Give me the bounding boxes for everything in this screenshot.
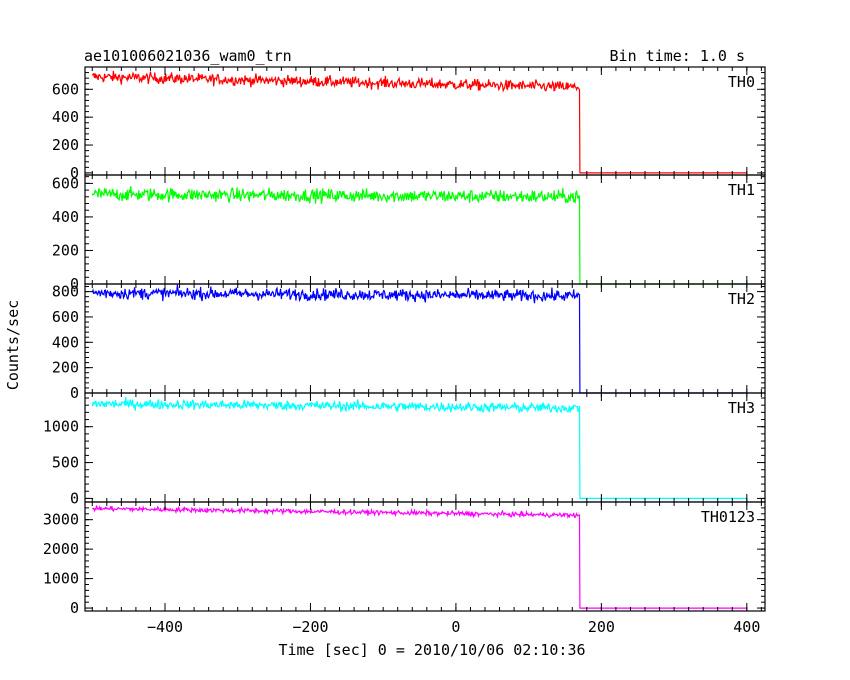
- x-tick-label: 200: [588, 618, 615, 636]
- y-tick-label: 600: [52, 308, 79, 326]
- x-tick-label: 400: [733, 618, 760, 636]
- y-tick-label: 200: [52, 359, 79, 377]
- y-tick-label: 1000: [43, 570, 79, 588]
- x-tick-label: 0: [451, 618, 460, 636]
- series-label-th0123: TH0123: [701, 508, 755, 526]
- panel-frame-th0123: [84, 501, 766, 612]
- chart-title: ae101006021036_wam0_trn: [84, 47, 292, 65]
- y-tick-label: 400: [52, 333, 79, 351]
- y-tick-label: 200: [52, 241, 79, 259]
- bin-time-label: Bin time: 1.0 s: [610, 47, 745, 65]
- y-tick-label: 400: [52, 208, 79, 226]
- y-tick-label: 2000: [43, 540, 79, 558]
- y-tick-label: 400: [52, 108, 79, 126]
- series-label-th3: TH3: [728, 399, 755, 417]
- y-tick-label: 0: [70, 164, 79, 182]
- y-tick-label: 600: [52, 174, 79, 192]
- series-line-th2: [91, 284, 747, 394]
- panels-group: 0 200 400 600 TH0 0 200 400 600 TH1 0 200 400 600 800 T…: [43, 66, 766, 636]
- y-tick-label: 1000: [43, 418, 79, 436]
- series-label-th2: TH2: [728, 290, 755, 308]
- y-tick-label: 0: [70, 489, 79, 507]
- y-tick-label: 3000: [43, 511, 79, 529]
- series-line-th0: [91, 70, 747, 174]
- series-label-th1: TH1: [728, 181, 755, 199]
- y-tick-label: 0: [70, 275, 79, 293]
- y-tick-label: 600: [52, 80, 79, 98]
- y-tick-label: 800: [52, 283, 79, 301]
- y-axis-label: Counts/sec: [4, 300, 22, 390]
- x-axis-label: Time [sec] 0 = 2010/10/06 02:10:36: [278, 641, 585, 659]
- y-tick-label: 0: [70, 384, 79, 402]
- x-tick-label: −400: [147, 618, 183, 636]
- series-line-th1: [91, 186, 747, 285]
- series-line-th0123: [92, 504, 747, 609]
- y-tick-label: 200: [52, 136, 79, 154]
- y-tick-label: 500: [52, 454, 79, 472]
- series-line-th3: [91, 397, 747, 499]
- series-label-th0: TH0: [728, 73, 755, 91]
- x-tick-label: −200: [292, 618, 328, 636]
- y-tick-label: 0: [70, 599, 79, 617]
